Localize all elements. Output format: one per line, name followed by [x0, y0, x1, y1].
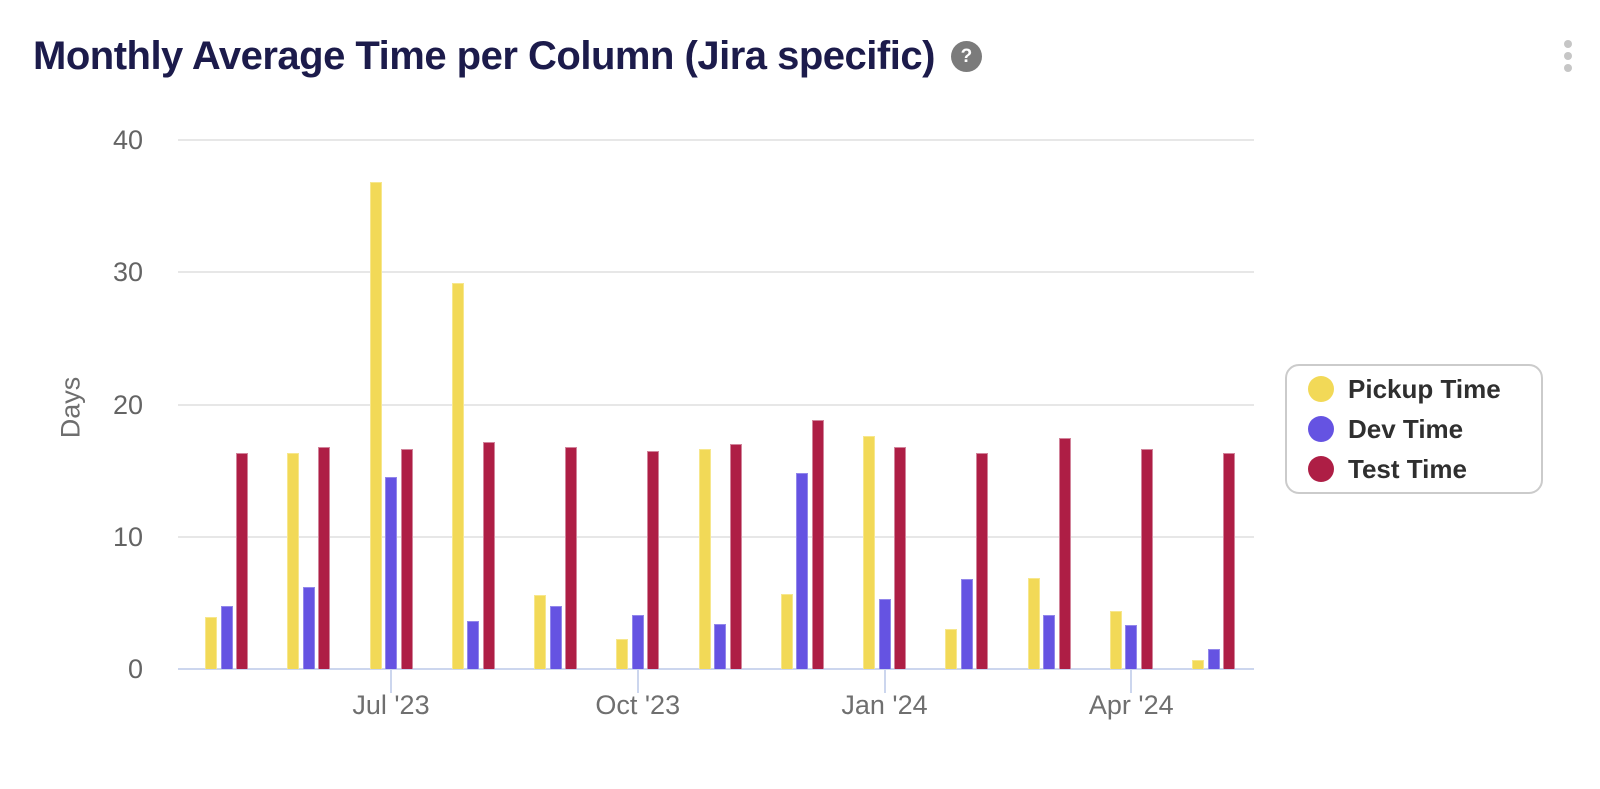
- bar-test-time[interactable]: [565, 446, 577, 669]
- legend-label: Test Time: [1348, 453, 1467, 484]
- bar-dev-time[interactable]: [302, 587, 315, 669]
- bar-dev-time[interactable]: [960, 579, 973, 669]
- bar-pickup-time[interactable]: [1109, 610, 1122, 669]
- legend-item-pickup-time[interactable]: Pickup Time: [1308, 374, 1541, 405]
- legend-marker-icon: [1308, 376, 1334, 402]
- bar-dev-time[interactable]: [1207, 649, 1220, 669]
- bar-pickup-time[interactable]: [616, 638, 629, 669]
- bar-test-time[interactable]: [400, 449, 413, 669]
- bar-test-time[interactable]: [811, 420, 824, 669]
- bar-pickup-time[interactable]: [287, 453, 300, 669]
- bar-pickup-time[interactable]: [1192, 659, 1204, 669]
- bar-test-time[interactable]: [729, 444, 742, 669]
- bar-pickup-time[interactable]: [698, 449, 711, 669]
- bar-pickup-time[interactable]: [780, 593, 793, 669]
- bar-dev-time[interactable]: [220, 605, 233, 669]
- bar-dev-time[interactable]: [1043, 614, 1055, 669]
- chart-legend: Pickup Time Dev Time Test Time: [1285, 364, 1543, 494]
- chart-title: Monthly Average Time per Column (Jira sp…: [33, 34, 935, 78]
- bar-pickup-time[interactable]: [369, 182, 382, 669]
- legend-marker-icon: [1308, 456, 1334, 482]
- gridline: [178, 403, 1254, 406]
- bar-test-time[interactable]: [976, 453, 989, 669]
- legend-marker-icon: [1308, 416, 1334, 442]
- bar-dev-time[interactable]: [467, 621, 480, 669]
- legend-label: Pickup Time: [1348, 373, 1501, 404]
- bar-pickup-time[interactable]: [534, 594, 546, 669]
- legend-label: Dev Time: [1348, 413, 1464, 444]
- x-axis-tick-label: Jan '24: [841, 690, 928, 720]
- bar-pickup-time[interactable]: [451, 282, 464, 669]
- bar-dev-time[interactable]: [714, 624, 726, 669]
- bar-test-time[interactable]: [236, 453, 248, 669]
- bar-test-time[interactable]: [1140, 449, 1153, 669]
- x-axis-tick-mark: [883, 670, 886, 693]
- chart-header: Monthly Average Time per Column (Jira sp…: [33, 34, 982, 79]
- gridline: [178, 139, 1254, 141]
- y-axis-tick-label: 0: [127, 654, 143, 684]
- y-axis-tick-label: 10: [112, 521, 143, 552]
- bar-dev-time[interactable]: [385, 477, 397, 669]
- bar-pickup-time[interactable]: [1027, 577, 1040, 669]
- x-axis-tick-mark: [390, 670, 392, 693]
- y-axis-title: Days: [55, 376, 86, 439]
- x-axis-tick-label: Apr '24: [1088, 690, 1174, 720]
- bar-dev-time[interactable]: [796, 473, 809, 669]
- bar-test-time[interactable]: [318, 446, 331, 669]
- legend-item-dev-time[interactable]: Dev Time: [1308, 414, 1541, 445]
- gridline: [178, 535, 1254, 538]
- help-icon[interactable]: ?: [950, 41, 982, 72]
- bar-pickup-time[interactable]: [863, 436, 875, 669]
- bar-pickup-time[interactable]: [205, 617, 217, 669]
- kebab-menu-icon[interactable]: [1562, 38, 1574, 74]
- bar-dev-time[interactable]: [878, 598, 891, 669]
- bar-test-time[interactable]: [482, 441, 495, 669]
- x-axis-line: [178, 668, 1254, 670]
- bar-test-time[interactable]: [1058, 437, 1071, 669]
- bar-dev-time[interactable]: [631, 614, 644, 669]
- gridline: [178, 271, 1254, 274]
- x-axis-tick-label: Oct '23: [595, 690, 681, 720]
- legend-item-test-time[interactable]: Test Time: [1308, 454, 1541, 485]
- y-axis-tick-label: 40: [112, 125, 143, 155]
- x-axis-tick-mark: [1130, 670, 1133, 693]
- bar-dev-time[interactable]: [549, 605, 562, 669]
- y-axis-tick-label: 20: [112, 389, 143, 420]
- y-axis-tick-label: 30: [112, 257, 143, 288]
- bar-test-time[interactable]: [1223, 453, 1235, 669]
- bar-test-time[interactable]: [894, 446, 906, 669]
- x-axis-tick-label: Jul '23: [352, 690, 430, 720]
- x-axis-tick-mark: [636, 670, 639, 693]
- bar-pickup-time[interactable]: [945, 629, 958, 669]
- bar-dev-time[interactable]: [1125, 625, 1138, 669]
- bar-test-time[interactable]: [647, 450, 660, 669]
